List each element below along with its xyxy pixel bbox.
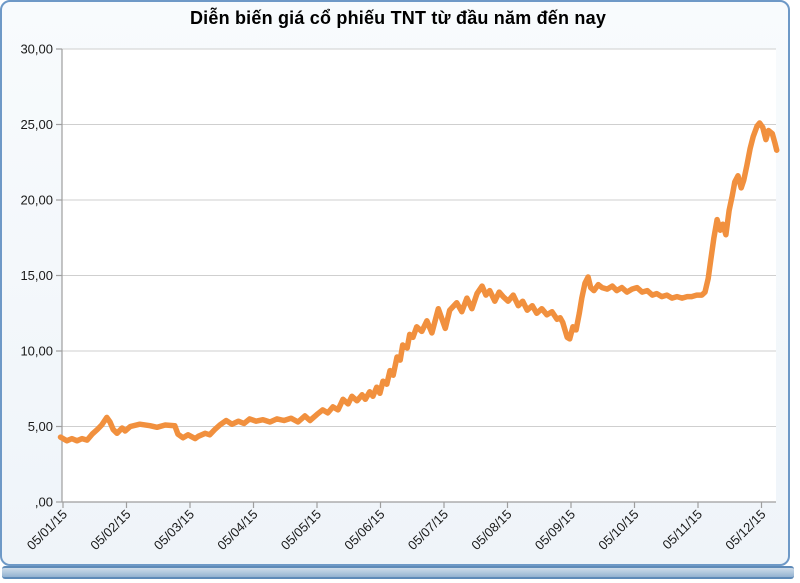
- y-axis-label: 25,00: [20, 117, 53, 132]
- x-axis-label: 05/02/15: [87, 507, 133, 553]
- x-axis-label: 05/04/15: [214, 507, 260, 553]
- x-axis-label: 05/08/15: [468, 507, 514, 553]
- x-axis-label: 05/01/15: [24, 507, 70, 553]
- x-axis-label: 05/09/15: [532, 507, 578, 553]
- y-axis-label: 20,00: [20, 193, 53, 208]
- x-axis-label: 05/11/15: [659, 507, 705, 553]
- x-axis-label: 05/03/15: [151, 507, 197, 553]
- x-axis-label: 05/06/15: [341, 507, 387, 553]
- price-line-series: [57, 120, 780, 444]
- y-axis-label: 30,00: [20, 42, 53, 57]
- y-axis-label: 10,00: [20, 344, 53, 359]
- x-axis-label: 05/12/15: [722, 507, 768, 553]
- bottom-bar: [2, 566, 794, 579]
- x-axis-label: 05/07/15: [405, 507, 451, 553]
- y-axis-label: 15,00: [20, 268, 53, 283]
- x-axis-label: 05/10/15: [595, 507, 641, 553]
- y-axis-label: 5,00: [28, 419, 53, 434]
- x-axis-label: 05/05/15: [278, 507, 324, 553]
- y-axis-label: ,00: [35, 495, 53, 510]
- chart-title: Diễn biến giá cổ phiếu TNT từ đầu năm đế…: [189, 8, 607, 28]
